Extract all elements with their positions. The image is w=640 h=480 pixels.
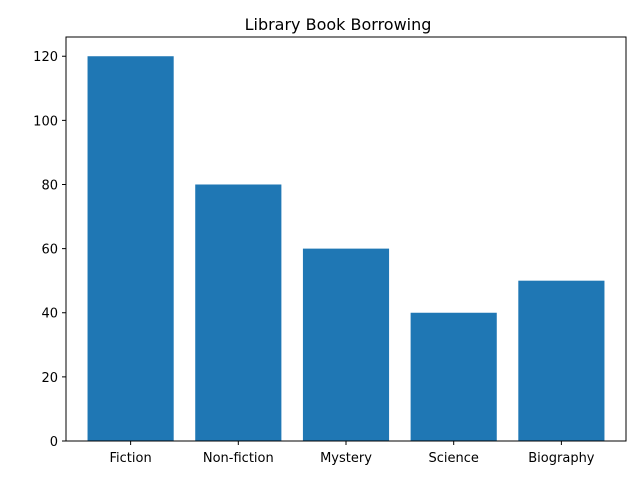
y-tick-label: 40 [41,307,58,322]
bar-mystery [302,248,390,441]
x-tick-label: Fiction [110,451,152,466]
bar-fiction [87,56,174,441]
x-tick-label: Non-fiction [203,451,274,466]
y-tick-label: 0 [50,435,58,450]
y-tick-label: 60 [41,243,58,258]
y-tick-label: 20 [41,371,58,386]
x-axis: Fiction Non-fiction Mystery Science Biograph… [110,441,595,466]
bar-science [410,312,497,441]
x-tick-label: Science [428,451,478,466]
x-tick-label: Mystery [320,451,372,466]
y-axis: 0 20 40 60 80 100 120 [33,50,66,450]
chart-title: Library Book Borrowing [245,15,432,34]
y-tick-label: 100 [33,114,58,129]
bar-non-fiction [195,184,282,441]
bar-biography [518,280,605,441]
y-tick-label: 80 [41,178,58,193]
x-tick-label: Biography [528,451,595,466]
bars-group [87,56,605,441]
plot-frame [65,36,627,442]
y-tick-label: 120 [33,50,58,65]
